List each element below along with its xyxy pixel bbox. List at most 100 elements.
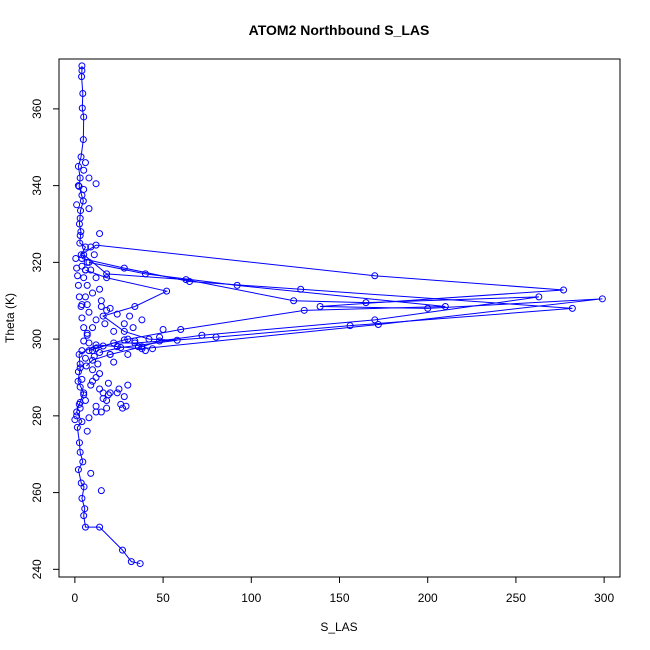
data-point — [85, 347, 93, 355]
series-3 — [78, 255, 576, 353]
data-point — [78, 301, 86, 309]
data-point — [83, 331, 91, 339]
data-point — [138, 345, 146, 353]
data-point — [101, 320, 109, 328]
y-tick-label: 360 — [30, 99, 44, 119]
data-point — [97, 408, 105, 416]
data-point — [89, 366, 97, 374]
data-point — [115, 385, 123, 393]
y-axis-label: Theta (K) — [3, 293, 17, 343]
data-point — [124, 381, 132, 389]
data-point — [106, 304, 114, 312]
data-point — [97, 487, 105, 495]
data-point — [104, 379, 112, 387]
data-point — [74, 162, 82, 170]
data-point — [83, 281, 91, 289]
series-line — [88, 261, 446, 352]
data-point — [75, 293, 83, 301]
data-point — [374, 321, 382, 329]
data-point — [74, 466, 82, 474]
data-point — [87, 266, 95, 274]
data-point — [73, 423, 81, 431]
data-point — [177, 326, 185, 334]
data-point — [74, 281, 82, 289]
chart-title: ATOM2 Northbound S_LAS — [249, 22, 430, 38]
data-point — [76, 232, 84, 240]
data-point — [80, 274, 88, 282]
data-point — [90, 352, 98, 360]
data-point — [96, 230, 104, 238]
series-line — [85, 269, 178, 354]
y-tick-label: 280 — [30, 406, 44, 426]
data-point — [85, 174, 93, 182]
data-point — [129, 324, 137, 332]
data-point — [89, 377, 97, 385]
x-tick-label: 300 — [594, 591, 614, 605]
data-point — [233, 281, 241, 289]
x-tick-label: 200 — [418, 591, 438, 605]
data-point — [80, 512, 88, 520]
data-point — [74, 182, 82, 190]
data-point — [92, 345, 100, 353]
data-point — [76, 364, 84, 372]
data-point — [78, 375, 86, 383]
data-point — [568, 304, 576, 312]
data-point — [99, 312, 107, 320]
y-tick-label: 260 — [30, 482, 44, 502]
data-point — [106, 350, 114, 358]
data-point — [80, 185, 88, 193]
data-point — [78, 73, 86, 81]
data-point — [81, 354, 89, 362]
series-5 — [81, 266, 181, 357]
data-point — [90, 251, 98, 259]
series-2 — [80, 251, 543, 370]
data-point — [80, 324, 88, 332]
data-point — [92, 402, 100, 410]
series-1 — [73, 62, 606, 568]
data-point — [103, 270, 111, 278]
data-point — [94, 360, 102, 368]
data-point — [141, 347, 149, 355]
data-point — [92, 316, 100, 324]
data-point — [85, 205, 93, 213]
y-tick-label: 240 — [30, 559, 44, 579]
data-point — [83, 427, 91, 435]
x-axis: 0 50 100 150 200 250 300 — [72, 576, 614, 605]
data-point — [163, 287, 171, 295]
data-point — [96, 385, 104, 393]
data-point — [76, 360, 84, 368]
data-point — [89, 289, 97, 297]
data-point — [106, 389, 114, 397]
data-point — [113, 389, 121, 397]
data-point — [97, 297, 105, 305]
y-tick-label: 300 — [30, 329, 44, 349]
data-point — [76, 404, 84, 412]
data-point — [371, 316, 379, 324]
data-point — [83, 329, 91, 337]
x-axis-label: S_LAS — [320, 620, 357, 634]
data-point — [83, 258, 91, 266]
x-tick-label: 0 — [72, 591, 79, 605]
data-point — [77, 153, 85, 161]
data-point — [441, 302, 449, 310]
data-point — [80, 166, 88, 174]
series-layer — [71, 62, 606, 568]
data-point — [85, 414, 93, 422]
data-point — [80, 389, 88, 397]
data-point — [96, 523, 104, 531]
data-point — [97, 302, 105, 310]
data-point — [122, 402, 130, 410]
data-point — [110, 339, 118, 347]
data-point — [79, 458, 87, 466]
plot-area-frame — [58, 58, 621, 578]
series-6 — [71, 159, 167, 495]
series-line — [76, 65, 603, 565]
data-point — [78, 314, 86, 322]
data-point — [110, 358, 118, 366]
data-point — [85, 308, 93, 316]
data-point — [104, 391, 112, 399]
data-point — [74, 368, 82, 376]
data-point — [300, 306, 308, 314]
